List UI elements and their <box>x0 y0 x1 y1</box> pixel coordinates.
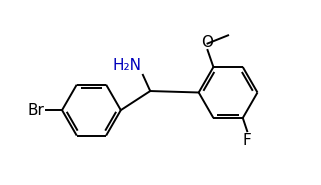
Text: H₂N: H₂N <box>112 58 141 73</box>
Text: F: F <box>243 133 252 148</box>
Text: Br: Br <box>28 103 44 118</box>
Text: O: O <box>202 35 213 50</box>
